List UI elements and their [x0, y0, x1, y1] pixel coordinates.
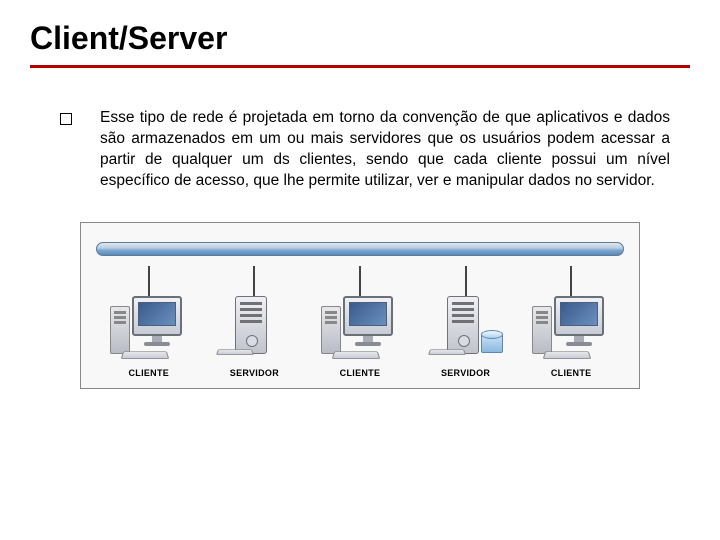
bullet-row: Esse tipo de rede é projetada em torno d…: [30, 108, 690, 192]
body-text: Esse tipo de rede é projetada em torno d…: [100, 108, 670, 192]
client-pc-icon: [532, 296, 610, 360]
network-diagram: CLIENTE SERVIDOR CLIENTE SERVIDOR: [80, 222, 640, 389]
drop-line: [570, 266, 572, 296]
node-client: CLIENTE: [310, 296, 410, 378]
drop-line: [253, 266, 255, 296]
drop-line: [359, 266, 361, 296]
node-label: CLIENTE: [128, 368, 169, 378]
node-client: CLIENTE: [521, 296, 621, 378]
server-with-disk-icon: [427, 296, 505, 360]
bullet-icon: [60, 113, 72, 125]
bus-pipe: [96, 242, 624, 256]
slide: Client/Server Esse tipo de rede é projet…: [0, 0, 720, 540]
server-icon: [215, 296, 293, 360]
client-pc-icon: [321, 296, 399, 360]
node-label: CLIENTE: [340, 368, 381, 378]
node-label: SERVIDOR: [230, 368, 279, 378]
node-server: SERVIDOR: [204, 296, 304, 378]
page-title: Client/Server: [30, 20, 690, 57]
network-bus: [96, 238, 624, 260]
drop-line: [148, 266, 150, 296]
title-underline: [30, 65, 690, 68]
drop-lines: [96, 266, 624, 296]
node-server: SERVIDOR: [416, 296, 516, 378]
nodes-row: CLIENTE SERVIDOR CLIENTE SERVIDOR: [96, 296, 624, 378]
node-label: CLIENTE: [551, 368, 592, 378]
node-label: SERVIDOR: [441, 368, 490, 378]
node-client: CLIENTE: [99, 296, 199, 378]
client-pc-icon: [110, 296, 188, 360]
drop-line: [465, 266, 467, 296]
